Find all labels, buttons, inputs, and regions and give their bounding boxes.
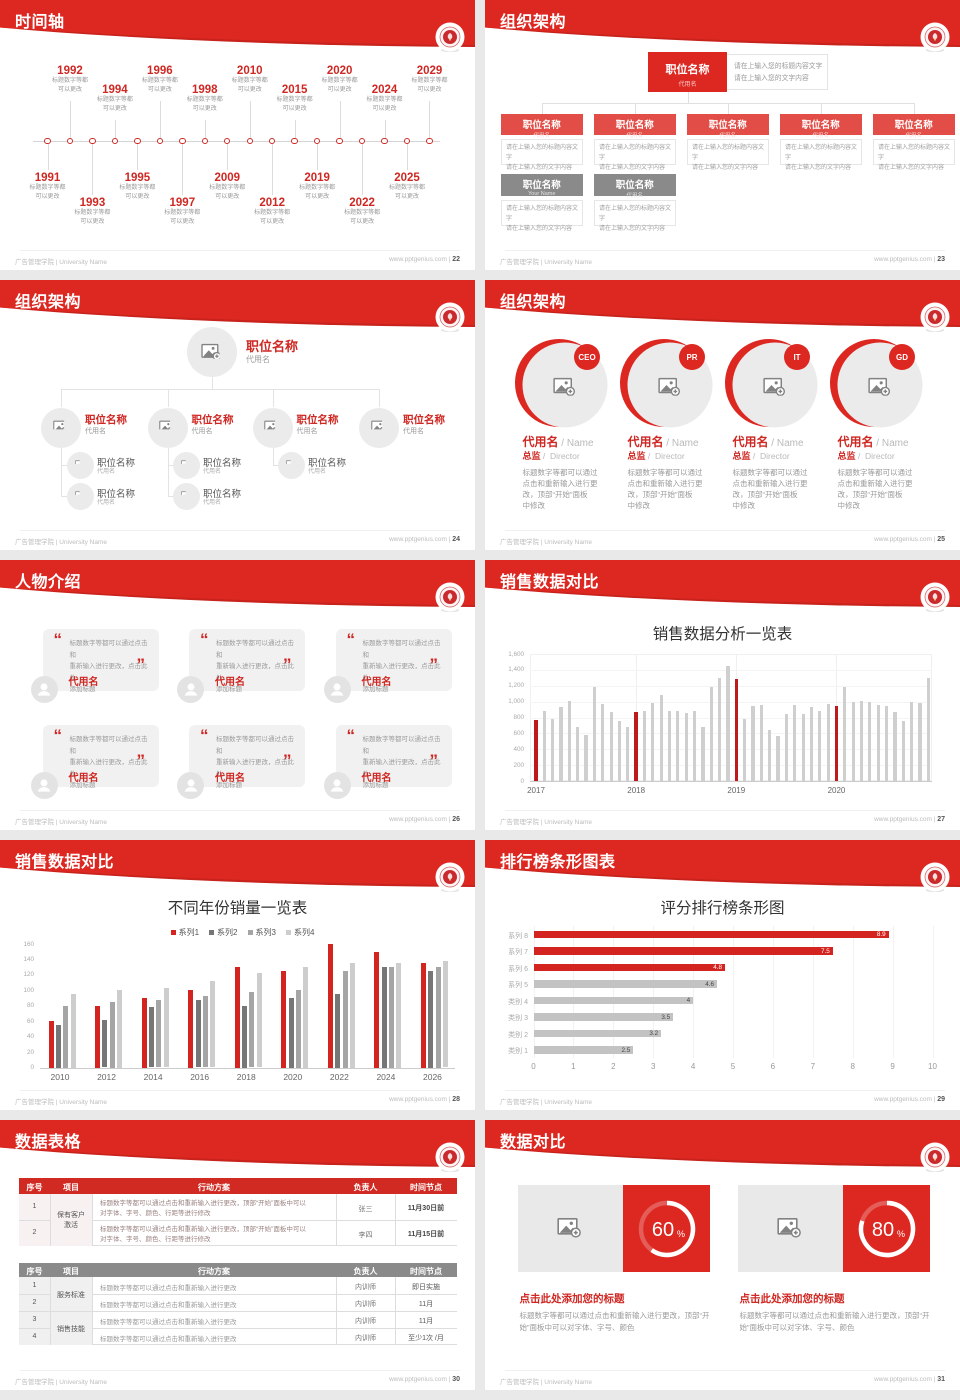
svg-text:CEO: CEO bbox=[578, 353, 595, 362]
svg-text:60: 60 bbox=[651, 1219, 673, 1241]
svg-text:%: % bbox=[676, 1229, 684, 1239]
svg-text:80: 80 bbox=[871, 1219, 893, 1241]
svg-text:PR: PR bbox=[686, 353, 697, 362]
svg-text:GD: GD bbox=[896, 353, 908, 362]
svg-text:%: % bbox=[896, 1229, 904, 1239]
svg-text:IT: IT bbox=[793, 353, 800, 362]
